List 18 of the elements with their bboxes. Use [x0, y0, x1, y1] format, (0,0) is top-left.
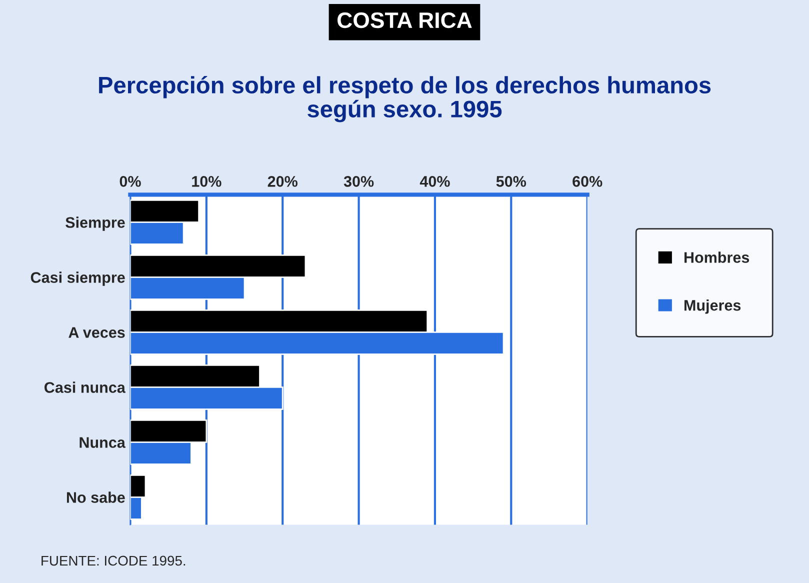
y-tick-label: Casi siempre — [30, 272, 125, 286]
source-note: FUENTE: ICODE 1995. — [42, 556, 186, 566]
y-tick-label: No sabe — [66, 492, 125, 503]
x-tick-label: 40% — [420, 176, 450, 187]
chart-title: COSTA RICA — [338, 12, 472, 28]
x-tick-label: 10% — [192, 176, 222, 187]
x-tick-label: 30% — [344, 176, 374, 187]
legend-label: Hombres — [684, 252, 750, 263]
chart-subtitle: Percepción sobre el respeto de los derechos humanos según sexo. 1995 — [99, 76, 711, 122]
y-tick-label: Siempre — [66, 216, 125, 231]
x-tick-label: 60% — [572, 176, 602, 187]
y-tick-label: Nunca — [80, 437, 126, 448]
y-tick-label: Casi nunca — [44, 382, 126, 393]
legend-label: Mujeres — [684, 300, 741, 314]
x-tick-label: 20% — [268, 176, 298, 187]
y-tick-label: A veces — [68, 327, 125, 338]
x-tick-label: 0% — [120, 176, 141, 187]
x-tick-label: 50% — [496, 176, 526, 187]
